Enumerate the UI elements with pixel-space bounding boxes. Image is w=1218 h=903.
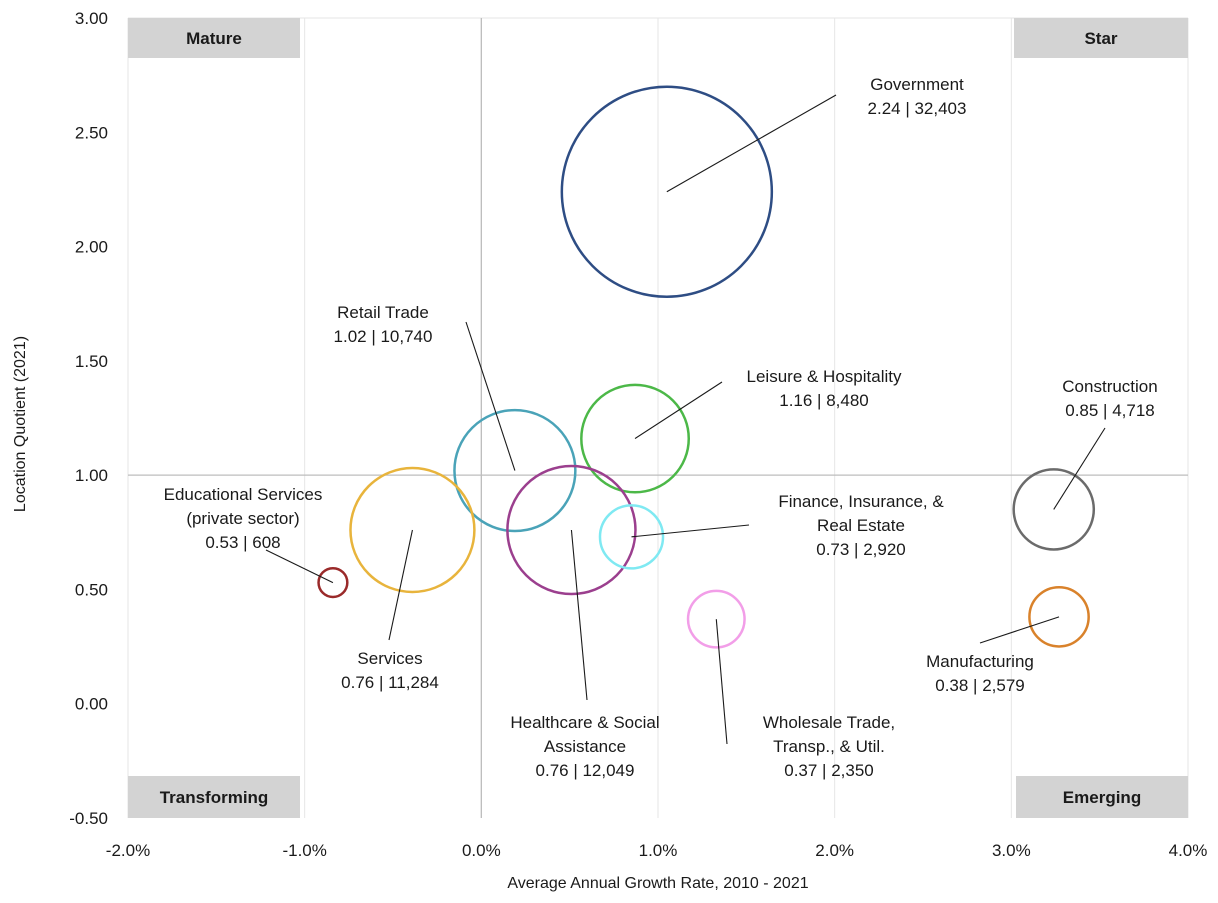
quadrant-label-star: Star [1084, 29, 1117, 48]
leader-line-wholesale-trade-transp-util [715, 619, 728, 745]
leader-line-retail-trade [465, 321, 516, 471]
bubble-label-manufacturing: Manufacturing 0.38 | 2,579 [926, 652, 1034, 695]
bubble-label-line: 0.76 | 12,049 [536, 761, 635, 780]
x-axis-ticks: -2.0% -1.0% 0.0% 1.0% 2.0% 3.0% 4.0% [106, 841, 1208, 860]
bubble-label-line: 0.76 | 11,284 [341, 673, 439, 692]
bubble-finance-insurance-real-estate [598, 504, 665, 570]
bubble-label-line: Retail Trade [337, 303, 429, 322]
bubble-label-line: 1.16 | 8,480 [779, 391, 869, 410]
y-tick-label: 0.00 [75, 695, 108, 714]
bubble-label-services: Services 0.76 | 11,284 [341, 649, 439, 692]
bubble-label-line: Transp., & Util. [773, 737, 885, 756]
x-tick-label: 3.0% [992, 841, 1031, 860]
leader-line-government [666, 94, 837, 193]
y-tick-label: 1.00 [75, 466, 108, 485]
bubble-construction [1012, 468, 1096, 551]
bubble-label-line: Services [357, 649, 422, 668]
quadrant-box-mature [128, 18, 300, 58]
y-axis-ticks: 3.00 2.50 2.00 1.50 1.00 0.50 0.00 -0.50 [69, 9, 108, 828]
bubble-leisure-hospitality [580, 383, 690, 494]
bubbles [317, 85, 1096, 649]
bubble-government [560, 85, 774, 298]
leader-line-construction [1053, 427, 1106, 510]
x-tick-label: 1.0% [639, 841, 678, 860]
y-tick-label: 0.50 [75, 580, 108, 599]
bubble-label-line: Educational Services [164, 485, 323, 504]
bubble-label-line: Assistance [544, 737, 626, 756]
bubble-label-line: 0.37 | 2,350 [784, 761, 874, 780]
leader-line-manufacturing [979, 616, 1060, 644]
x-tick-label: 0.0% [462, 841, 501, 860]
y-axis-title: Location Quotient (2021) [12, 336, 29, 512]
quadrant-label-transforming: Transforming [160, 788, 269, 807]
bubble-label-educational-services-private-sector: Educational Services (private sector) 0.53… [164, 485, 323, 552]
bubble-educational-services-private-sector [317, 566, 349, 599]
bubble-retail-trade [453, 408, 577, 533]
bubble-healthcare-social-assistance [506, 464, 637, 596]
x-tick-label: 4.0% [1169, 841, 1208, 860]
x-tick-label: -1.0% [282, 841, 326, 860]
grid-lines [127, 17, 1189, 818]
quadrant-labels: Mature Star Transforming Emerging [128, 18, 1188, 818]
bubble-labels: Government 2.24 | 32,403 Retail Trade 1.02 … [164, 75, 1158, 780]
quadrant-label-emerging: Emerging [1063, 788, 1141, 807]
leader-line-healthcare-social-assistance [570, 529, 588, 701]
bubble-label-line: Leisure & Hospitality [747, 367, 902, 386]
bubble-label-line: Manufacturing [926, 652, 1034, 671]
bubble-label-line: 0.73 | 2,920 [816, 540, 906, 559]
bubble-label-line: 1.02 | 10,740 [334, 327, 433, 346]
bubble-label-healthcare-social-assistance: Healthcare & Social Assistance 0.76 | 12,0… [510, 713, 659, 780]
bubble-label-line: Finance, Insurance, & [778, 492, 944, 511]
bubble-label-line: Healthcare & Social [510, 713, 659, 732]
bubble-label-line: Government [870, 75, 964, 94]
bubble-wholesale-trade-transp-util [686, 589, 746, 649]
y-tick-label: 1.50 [75, 352, 108, 371]
bubble-label-line: Wholesale Trade, [763, 713, 895, 732]
reference-lines [128, 18, 1188, 818]
bubble-label-line: (private sector) [186, 509, 299, 528]
y-tick-label: -0.50 [69, 809, 108, 828]
x-tick-label: 2.0% [815, 841, 854, 860]
bubble-manufacturing [1028, 585, 1090, 648]
leader-line-leisure-hospitality [634, 381, 723, 440]
y-tick-label: 3.00 [75, 9, 108, 28]
bubble-label-line: Construction [1062, 377, 1157, 396]
leader-line-educational-services-private-sector [265, 549, 334, 584]
y-tick-label: 2.50 [75, 123, 108, 142]
bubble-label-government: Government 2.24 | 32,403 [868, 75, 967, 118]
bubble-label-leisure-hospitality: Leisure & Hospitality 1.16 | 8,480 [747, 367, 902, 410]
y-tick-label: 2.00 [75, 238, 108, 257]
bubble-label-retail-trade: Retail Trade 1.02 | 10,740 [334, 303, 433, 346]
bubble-services [349, 466, 476, 594]
bubble-label-finance-insurance-real-estate: Finance, Insurance, & Real Estate 0.73 | 2… [778, 492, 944, 559]
bubble-label-construction: Construction 0.85 | 4,718 [1062, 377, 1157, 420]
x-tick-label: -2.0% [106, 841, 150, 860]
quadrant-box-emerging [1016, 776, 1188, 818]
quadrant-box-star [1014, 18, 1188, 58]
leader-line-services [388, 529, 413, 641]
bubble-label-line: Real Estate [817, 516, 905, 535]
leader-lines [265, 94, 1106, 745]
leader-line-finance-insurance-real-estate [631, 524, 750, 538]
bubble-label-line: 0.53 | 608 [205, 533, 280, 552]
x-axis-title: Average Annual Growth Rate, 2010 - 2021 [507, 875, 808, 892]
bubble-label-line: 0.38 | 2,579 [935, 676, 1025, 695]
bubble-label-line: 0.85 | 4,718 [1065, 401, 1155, 420]
quadrant-box-transforming [128, 776, 300, 818]
quadrant-label-mature: Mature [186, 29, 242, 48]
bubble-label-line: 2.24 | 32,403 [868, 99, 967, 118]
bubble-label-wholesale-trade-transp-util: Wholesale Trade, Transp., & Util. 0.37 | 2… [763, 713, 895, 780]
